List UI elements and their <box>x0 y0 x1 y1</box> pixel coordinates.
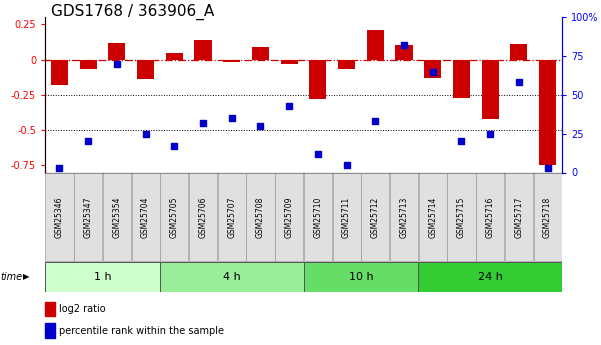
Point <box>399 42 409 48</box>
Point <box>112 61 121 67</box>
Point <box>198 120 208 126</box>
Bar <box>132 174 160 261</box>
Bar <box>218 174 246 261</box>
Point <box>514 80 523 85</box>
Bar <box>223 60 240 62</box>
Point <box>284 103 294 108</box>
Bar <box>281 60 297 64</box>
Text: GSM25715: GSM25715 <box>457 197 466 238</box>
Text: 10 h: 10 h <box>349 272 373 282</box>
Bar <box>45 302 55 316</box>
Bar <box>79 60 97 69</box>
Bar <box>395 46 413 60</box>
Text: GSM25713: GSM25713 <box>400 197 409 238</box>
Bar <box>310 60 326 99</box>
Bar <box>304 262 418 292</box>
Point <box>457 139 466 144</box>
Bar <box>332 174 361 261</box>
Bar <box>103 174 131 261</box>
Text: GSM25705: GSM25705 <box>170 197 178 238</box>
Bar <box>189 174 217 261</box>
Bar <box>137 60 154 79</box>
Bar <box>424 60 441 78</box>
Bar <box>166 52 183 60</box>
Text: GSM25347: GSM25347 <box>84 197 93 238</box>
Text: GSM25710: GSM25710 <box>313 197 322 238</box>
Bar <box>539 60 556 166</box>
Point <box>342 162 352 168</box>
Bar <box>252 47 269 60</box>
Bar <box>108 43 126 60</box>
Text: GSM25706: GSM25706 <box>198 197 207 238</box>
Point <box>486 131 495 136</box>
Bar <box>534 174 562 261</box>
Text: GSM25716: GSM25716 <box>486 197 495 238</box>
Bar <box>160 174 188 261</box>
Text: ▶: ▶ <box>23 272 29 282</box>
Text: 24 h: 24 h <box>478 272 502 282</box>
Bar <box>505 174 533 261</box>
Point <box>84 139 93 144</box>
Point <box>169 144 179 149</box>
Text: GSM25704: GSM25704 <box>141 197 150 238</box>
Bar <box>74 174 102 261</box>
Bar <box>194 40 212 60</box>
Text: GSM25711: GSM25711 <box>342 197 351 238</box>
Text: GDS1768 / 363906_A: GDS1768 / 363906_A <box>51 3 215 20</box>
Text: 1 h: 1 h <box>94 272 111 282</box>
Bar <box>45 323 55 338</box>
Text: GSM25714: GSM25714 <box>429 197 437 238</box>
Text: percentile rank within the sample: percentile rank within the sample <box>59 326 224 335</box>
Text: GSM25717: GSM25717 <box>514 197 523 238</box>
Point <box>428 69 438 74</box>
Text: log2 ratio: log2 ratio <box>59 304 106 314</box>
Point <box>227 115 237 121</box>
Point <box>370 118 380 124</box>
Text: 4 h: 4 h <box>223 272 240 282</box>
Bar <box>275 174 304 261</box>
Bar <box>418 262 562 292</box>
Text: GSM25718: GSM25718 <box>543 197 552 238</box>
Text: GSM25346: GSM25346 <box>55 197 64 238</box>
Text: GSM25712: GSM25712 <box>371 197 380 238</box>
Bar <box>447 174 475 261</box>
Text: GSM25709: GSM25709 <box>285 197 294 238</box>
Text: time: time <box>1 272 23 282</box>
Bar <box>453 60 470 98</box>
Bar <box>476 174 504 261</box>
Point <box>55 165 64 171</box>
Bar <box>419 174 447 261</box>
Bar <box>361 174 389 261</box>
Point <box>255 123 265 129</box>
Bar <box>390 174 418 261</box>
Bar <box>246 174 275 261</box>
Bar <box>338 60 355 69</box>
Bar <box>160 262 304 292</box>
Point <box>313 151 323 157</box>
Bar <box>510 44 528 60</box>
Bar <box>367 30 384 60</box>
Bar <box>51 60 68 85</box>
Bar <box>45 174 73 261</box>
Text: GSM25708: GSM25708 <box>256 197 265 238</box>
Text: GSM25707: GSM25707 <box>227 197 236 238</box>
Bar <box>304 174 332 261</box>
Bar <box>45 262 160 292</box>
Text: GSM25354: GSM25354 <box>112 197 121 238</box>
Point <box>141 131 150 136</box>
Bar <box>481 60 499 119</box>
Point <box>543 165 552 171</box>
